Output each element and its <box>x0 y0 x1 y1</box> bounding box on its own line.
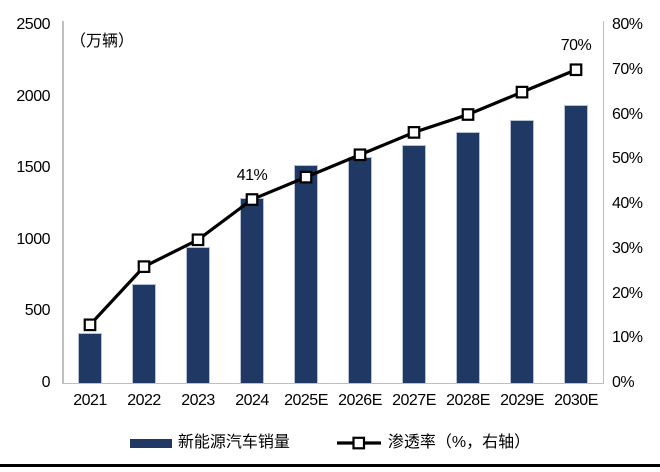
data-label: 41% <box>236 166 268 184</box>
line-marker <box>353 148 367 162</box>
chart-legend: 新能源汽车销量 渗透率（%，右轴） <box>0 433 660 453</box>
legend-label-sales: 新能源汽车销量 <box>177 434 290 451</box>
x-axis-label: 2026E <box>338 392 382 409</box>
right-axis-tick-label: 50% <box>612 150 643 168</box>
right-axis-line <box>602 21 604 383</box>
x-axis-label: 2030E <box>554 392 598 409</box>
right-axis-tick-label: 10% <box>612 329 643 347</box>
line-marker <box>461 108 475 121</box>
bar <box>564 105 588 383</box>
x-axis-label: 2029E <box>500 392 544 409</box>
left-axis-line <box>62 21 64 383</box>
x-axis-label: 2028E <box>446 392 490 409</box>
legend-label-penetration: 渗透率（%，右轴） <box>387 434 531 451</box>
x-axis-label: 2021 <box>73 392 107 409</box>
penetration-line <box>88 68 577 326</box>
left-axis-tick-label: 1500 <box>16 159 50 177</box>
bar <box>348 156 372 383</box>
left-axis-tick-label: 500 <box>24 302 51 320</box>
bar-swatch-icon <box>129 438 172 448</box>
bar <box>78 332 102 383</box>
x-axis-label: 2025E <box>284 392 328 409</box>
right-axis-tick-label: 60% <box>612 105 643 123</box>
bar <box>294 165 318 383</box>
x-axis-label: 2027E <box>392 392 436 409</box>
right-axis-tick-label: 40% <box>612 195 643 212</box>
right-axis-tick-label: 20% <box>612 284 643 302</box>
left-axis-tick-label: 2500 <box>16 16 50 33</box>
bar <box>186 246 210 383</box>
bar <box>510 119 534 383</box>
x-axis-label: 2023 <box>181 392 215 409</box>
line-marker <box>407 126 421 139</box>
x-axis-label: 2022 <box>127 392 161 409</box>
legend-item-sales: 新能源汽车销量 <box>129 433 290 453</box>
left-axis-unit-label: （万辆） <box>70 33 135 50</box>
line-marker-swatch-icon <box>336 436 381 450</box>
legend-item-penetration: 渗透率（%，右轴） <box>336 433 530 453</box>
right-axis-tick-label: 70% <box>612 60 643 78</box>
line-marker <box>191 233 205 247</box>
right-axis-tick-label: 80% <box>612 16 643 33</box>
left-axis-tick-label: 1000 <box>16 230 50 248</box>
x-axis-label: 2024 <box>235 392 269 409</box>
line-marker <box>515 85 529 99</box>
line-marker <box>137 260 151 273</box>
bar <box>402 145 426 383</box>
line-marker <box>569 63 583 77</box>
left-axis-tick-label: 0 <box>41 374 51 391</box>
right-axis-tick-label: 0% <box>612 374 635 391</box>
left-axis-tick-label: 2000 <box>16 87 50 105</box>
right-axis-tick-label: 30% <box>612 239 643 257</box>
bar <box>240 198 264 383</box>
data-label: 70% <box>560 36 592 54</box>
line-marker <box>245 193 259 206</box>
line-marker <box>299 170 313 184</box>
bar <box>456 132 480 383</box>
x-axis-line <box>62 382 604 384</box>
bottom-divider-rule <box>0 464 660 467</box>
line-marker <box>83 318 97 332</box>
bar <box>132 284 156 383</box>
